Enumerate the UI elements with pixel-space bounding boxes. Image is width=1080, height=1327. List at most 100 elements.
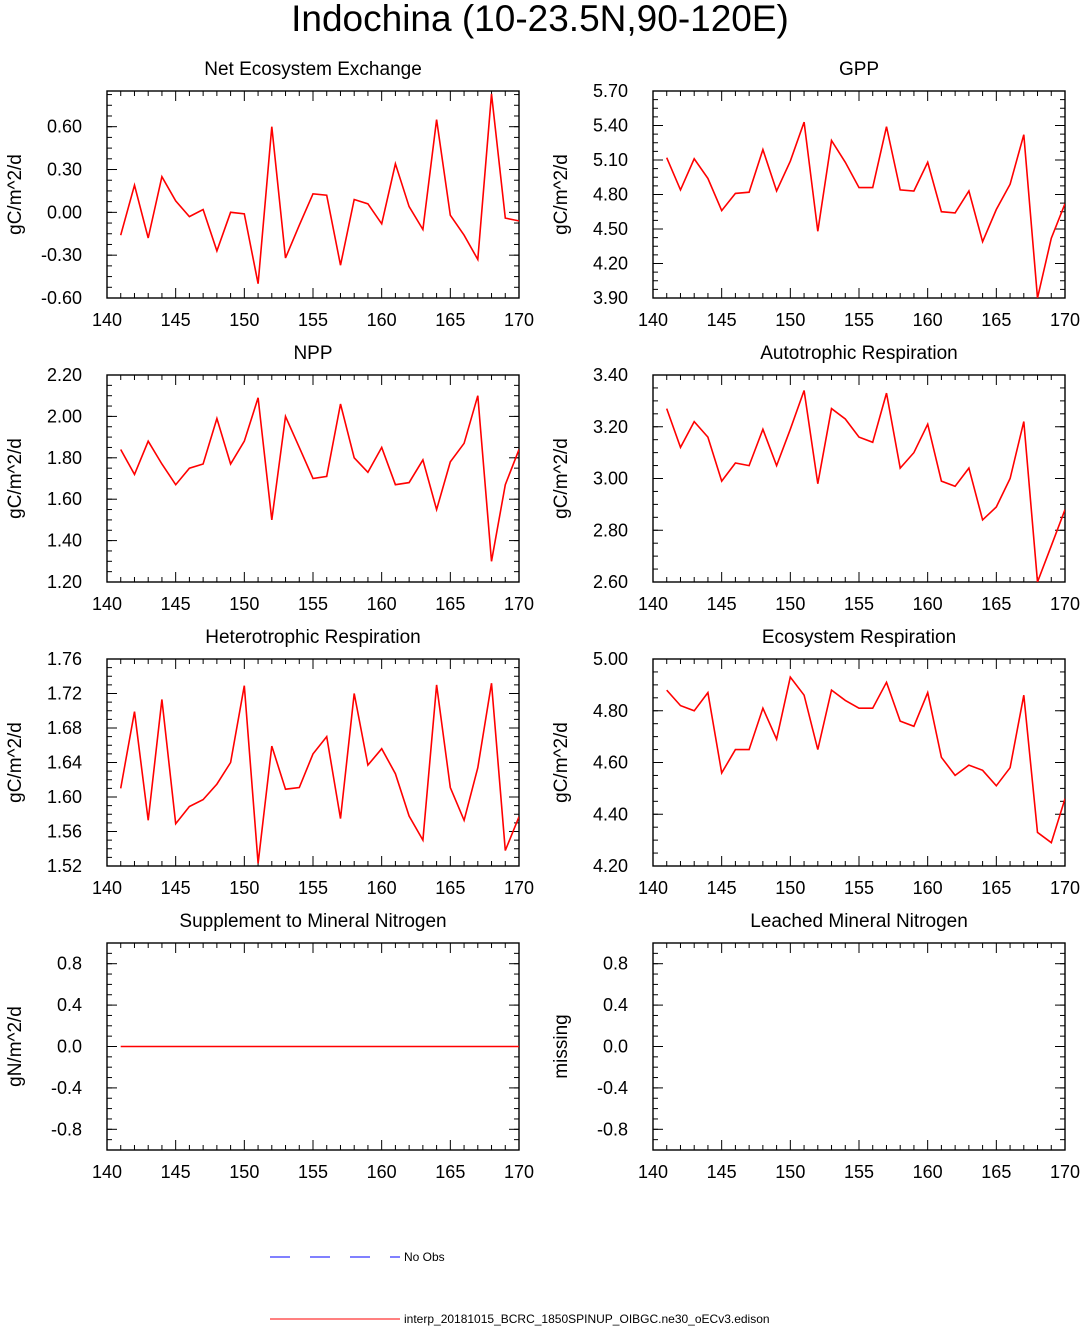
y-axis-label: gC/m^2/d	[551, 154, 572, 235]
y-tick-label: 0.0	[57, 1037, 82, 1057]
chart-panel-4: Heterotrophic Respiration gC/m^2/d 140 145 1…	[5, 627, 534, 898]
chart-panels: Net Ecosystem Exchange gC/m^2/d 140 145 150 1…	[5, 59, 1080, 1182]
y-tick-label: 4.20	[593, 254, 628, 274]
y-tick-label: 2.60	[593, 572, 628, 592]
x-tick-label: 165	[435, 310, 465, 330]
plot-frame	[652, 90, 1066, 299]
chart-panel-3: Autotrophic Respiration gC/m^2/d 140 145 150…	[551, 343, 1080, 614]
y-tick-label: 1.60	[47, 787, 82, 807]
y-tick-label: 1.72	[47, 684, 82, 704]
y-tick-label: 0.4	[603, 995, 628, 1015]
chart-panel-2: NPP gC/m^2/d 140 145 150 155 160 165 170 1.20 1.40…	[5, 343, 534, 614]
chart-panel-1: GPP gC/m^2/d 140 145 150 155 160 165 170 3.90 4.20…	[551, 59, 1080, 330]
y-tick-label: 4.50	[593, 219, 628, 239]
legend-obs-label: No Obs	[404, 1250, 445, 1264]
series-line-model	[119, 683, 519, 864]
x-tick-label: 160	[367, 310, 397, 330]
legend: No Obs interp_20181015_BCRC_1850SPINUP_O…	[270, 1250, 770, 1326]
x-tick-label: 155	[844, 310, 874, 330]
series-line-model	[665, 390, 1065, 582]
y-tick-label: 5.00	[593, 649, 628, 669]
x-tick-label: 165	[981, 310, 1011, 330]
y-tick-label: -0.60	[41, 288, 82, 308]
x-tick-label: 160	[367, 878, 397, 898]
x-tick-label: 165	[981, 594, 1011, 614]
x-tick-label: 150	[775, 594, 805, 614]
x-tick-label: 155	[844, 594, 874, 614]
x-tick-label: 165	[435, 878, 465, 898]
x-tick-label: 160	[913, 878, 943, 898]
y-tick-label: 4.60	[593, 753, 628, 773]
y-tick-label: 4.20	[593, 856, 628, 876]
y-tick-label: 3.20	[593, 417, 628, 437]
legend-model-label: interp_20181015_BCRC_1850SPINUP_OIBGC.ne…	[404, 1312, 770, 1326]
x-tick-label: 140	[92, 594, 122, 614]
y-axis-label: gC/m^2/d	[551, 438, 572, 519]
x-tick-label: 140	[92, 310, 122, 330]
y-tick-label: -0.4	[51, 1078, 82, 1098]
y-tick-label: 1.40	[47, 531, 82, 551]
y-tick-label: 1.56	[47, 822, 82, 842]
figure-title: Indochina (10-23.5N,90-120E)	[291, 0, 789, 39]
x-tick-label: 165	[435, 594, 465, 614]
y-tick-label: 1.64	[47, 753, 82, 773]
y-tick-label: 5.10	[593, 150, 628, 170]
x-tick-label: 140	[638, 878, 668, 898]
plot-frame	[652, 942, 1066, 1151]
x-tick-label: 140	[638, 1162, 668, 1182]
y-axis-label: gC/m^2/d	[5, 154, 26, 235]
x-tick-label: 155	[844, 1162, 874, 1182]
y-tick-label: -0.30	[41, 245, 82, 265]
x-tick-label: 145	[161, 1162, 191, 1182]
x-tick-label: 160	[913, 310, 943, 330]
x-tick-label: 170	[504, 310, 534, 330]
x-tick-label: 145	[161, 310, 191, 330]
plot-frame	[106, 90, 520, 299]
panel-title: Leached Mineral Nitrogen	[750, 911, 968, 932]
y-tick-label: 2.20	[47, 365, 82, 385]
x-tick-label: 145	[707, 310, 737, 330]
chart-panel-0: Net Ecosystem Exchange gC/m^2/d 140 145 150 1…	[5, 59, 534, 330]
panel-title: NPP	[293, 343, 332, 364]
chart-panel-6: Supplement to Mineral Nitrogen gN/m^2/d 14…	[5, 911, 534, 1182]
x-tick-label: 150	[775, 1162, 805, 1182]
plot-frame	[652, 374, 1066, 583]
y-tick-label: 5.40	[593, 116, 628, 136]
y-tick-label: 4.80	[593, 701, 628, 721]
x-tick-label: 150	[229, 1162, 259, 1182]
x-tick-label: 165	[981, 878, 1011, 898]
plot-frame	[652, 658, 1066, 867]
series-line-model	[119, 93, 519, 284]
x-tick-label: 155	[298, 310, 328, 330]
plot-frame	[106, 658, 520, 867]
x-tick-label: 145	[161, 594, 191, 614]
x-tick-label: 155	[298, 1162, 328, 1182]
series-line-model	[120, 395, 519, 562]
chart-panel-7: Leached Mineral Nitrogen missing 140 145 150…	[551, 911, 1080, 1182]
panel-title: GPP	[839, 59, 879, 80]
x-tick-label: 145	[707, 878, 737, 898]
x-tick-label: 170	[1050, 594, 1080, 614]
x-tick-label: 160	[913, 1162, 943, 1182]
y-tick-label: 3.40	[593, 365, 628, 385]
x-tick-label: 155	[844, 878, 874, 898]
y-tick-label: 1.52	[47, 856, 82, 876]
chart-panel-5: Ecosystem Respiration gC/m^2/d 140 145 150 15…	[551, 627, 1080, 898]
x-tick-label: 150	[775, 310, 805, 330]
y-tick-label: 0.8	[57, 954, 82, 974]
panel-title: Supplement to Mineral Nitrogen	[179, 911, 446, 932]
y-tick-label: 1.80	[47, 448, 82, 468]
x-tick-label: 150	[775, 878, 805, 898]
series-line-model	[665, 121, 1065, 298]
x-tick-label: 170	[504, 878, 534, 898]
y-tick-label: 2.00	[47, 406, 82, 426]
x-tick-label: 145	[707, 594, 737, 614]
y-tick-label: 0.00	[47, 202, 82, 222]
y-axis-label: gC/m^2/d	[5, 438, 26, 519]
y-axis-label: gC/m^2/d	[5, 722, 26, 803]
y-tick-label: 4.80	[593, 185, 628, 205]
x-tick-label: 165	[981, 1162, 1011, 1182]
x-tick-label: 140	[638, 594, 668, 614]
x-tick-label: 165	[435, 1162, 465, 1182]
